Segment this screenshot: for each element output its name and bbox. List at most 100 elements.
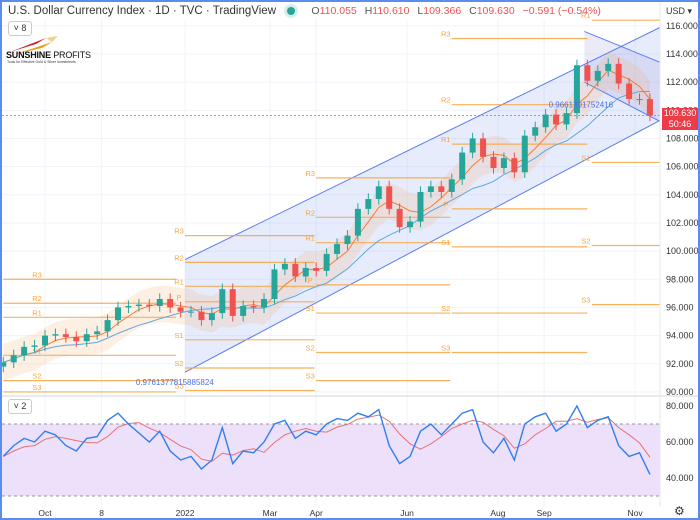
pivot-label: S1 — [441, 238, 450, 247]
currency-selector[interactable]: USD ▾ — [666, 6, 693, 16]
candle — [594, 65, 601, 87]
x-tick-label: 8 — [99, 508, 104, 518]
pivot-label: S3 — [581, 296, 590, 305]
candle-body — [10, 355, 17, 363]
candle — [52, 328, 59, 342]
candle-body — [229, 289, 236, 316]
rsi-indicators-collapse-button[interactable]: ˅ 2 — [8, 399, 32, 414]
change-value: −0.591 (−0.54%) — [522, 5, 601, 17]
candle-body — [73, 337, 80, 342]
candle — [167, 293, 174, 314]
symbol-header: U.S. Dollar Currency Index · 1D · TVC · … — [8, 5, 601, 17]
candle — [334, 238, 341, 260]
candle — [42, 329, 48, 352]
channel-line — [584, 31, 661, 63]
annotation-label: 0.9761377815885824 — [136, 378, 214, 387]
candle — [31, 339, 38, 353]
candle-body — [365, 199, 372, 209]
rsi-tick-label: 80.000 — [666, 401, 694, 411]
candle — [417, 186, 424, 228]
candle — [573, 59, 580, 119]
candle — [480, 132, 487, 163]
pivot-label: P — [177, 293, 182, 302]
candle-body — [490, 156, 497, 169]
channel-line — [184, 119, 661, 373]
candle — [375, 180, 382, 205]
candle — [198, 306, 205, 326]
candle-body — [146, 304, 153, 307]
candle — [250, 300, 257, 314]
pivot-label: S3 — [174, 382, 183, 391]
symbol-title[interactable]: U.S. Dollar Currency Index · 1D · TVC · … — [8, 5, 276, 17]
pivot-label: S2 — [32, 372, 41, 381]
candle-body — [52, 334, 59, 336]
candle-body — [31, 345, 38, 347]
y-tick-label: 116.000 — [666, 21, 698, 31]
candle — [532, 121, 539, 142]
candle-body — [594, 70, 601, 81]
logo-tagline: Tools for Effective Gold & Silver Invest… — [7, 60, 76, 64]
y-tick-label: 98.000 — [666, 274, 694, 284]
candle-body — [584, 65, 591, 81]
pivot-label: R3 — [174, 227, 184, 236]
rsi-tick-label: 40.000 — [666, 473, 694, 483]
candle — [240, 300, 247, 322]
candle-body — [208, 313, 215, 321]
x-tick-label: 2022 — [176, 508, 195, 518]
pivot-label: S1 — [306, 304, 315, 313]
candle-body — [250, 306, 257, 308]
sunshine-profits-logo-icon — [10, 36, 58, 54]
market-open-icon — [287, 6, 296, 15]
candle — [135, 298, 142, 312]
pivot-label: R2 — [305, 208, 315, 217]
logo-name: SUNSHINE PROFITS — [6, 50, 91, 60]
x-tick-label: Apr — [310, 508, 323, 518]
close-value: 109.630 — [476, 5, 515, 17]
candle-body — [271, 269, 278, 299]
candle-body — [375, 186, 382, 200]
settings-gear-icon[interactable]: ⚙ — [674, 504, 685, 518]
pivot-label: R3 — [441, 30, 451, 39]
candle — [615, 58, 622, 90]
y-tick-label: 96.000 — [666, 302, 694, 312]
candle — [302, 262, 309, 283]
pivot-label: R1 — [305, 234, 315, 243]
candle — [156, 293, 163, 312]
candle — [605, 58, 612, 77]
pivot-label: R1 — [32, 308, 42, 317]
candle — [188, 306, 195, 318]
low-label: L — [417, 5, 424, 17]
pivot-label: S3 — [306, 372, 315, 381]
pivot-label: R2 — [441, 96, 451, 105]
candle-body — [240, 306, 247, 316]
y-tick-label: 104.000 — [666, 190, 698, 200]
candle-body — [302, 268, 309, 277]
candle-body — [156, 298, 163, 307]
candle-body — [125, 306, 132, 308]
candle-body — [21, 346, 28, 356]
pivot-label: R1 — [581, 11, 591, 20]
candle-body — [198, 311, 205, 321]
candle-body — [177, 307, 184, 312]
pivot-label: S1 — [581, 153, 590, 162]
candle — [354, 203, 361, 242]
candle — [563, 107, 570, 131]
pivot-label: S2 — [581, 236, 590, 245]
candle — [2, 356, 7, 373]
indicators-collapse-button[interactable]: ˅ 8 — [8, 21, 32, 36]
candle-body — [344, 235, 351, 245]
pivot-label: R3 — [32, 270, 42, 279]
candle — [219, 283, 226, 319]
candle — [407, 215, 414, 233]
candle — [344, 230, 351, 250]
candle — [427, 180, 434, 198]
candle — [584, 59, 591, 87]
x-tick-label: Nov — [627, 508, 643, 518]
indicator-count: 8 — [21, 23, 27, 33]
candle-body — [469, 138, 476, 153]
candle — [626, 77, 633, 105]
candle — [448, 173, 455, 198]
pivot-label: P — [308, 276, 313, 285]
candle-body — [396, 208, 403, 228]
